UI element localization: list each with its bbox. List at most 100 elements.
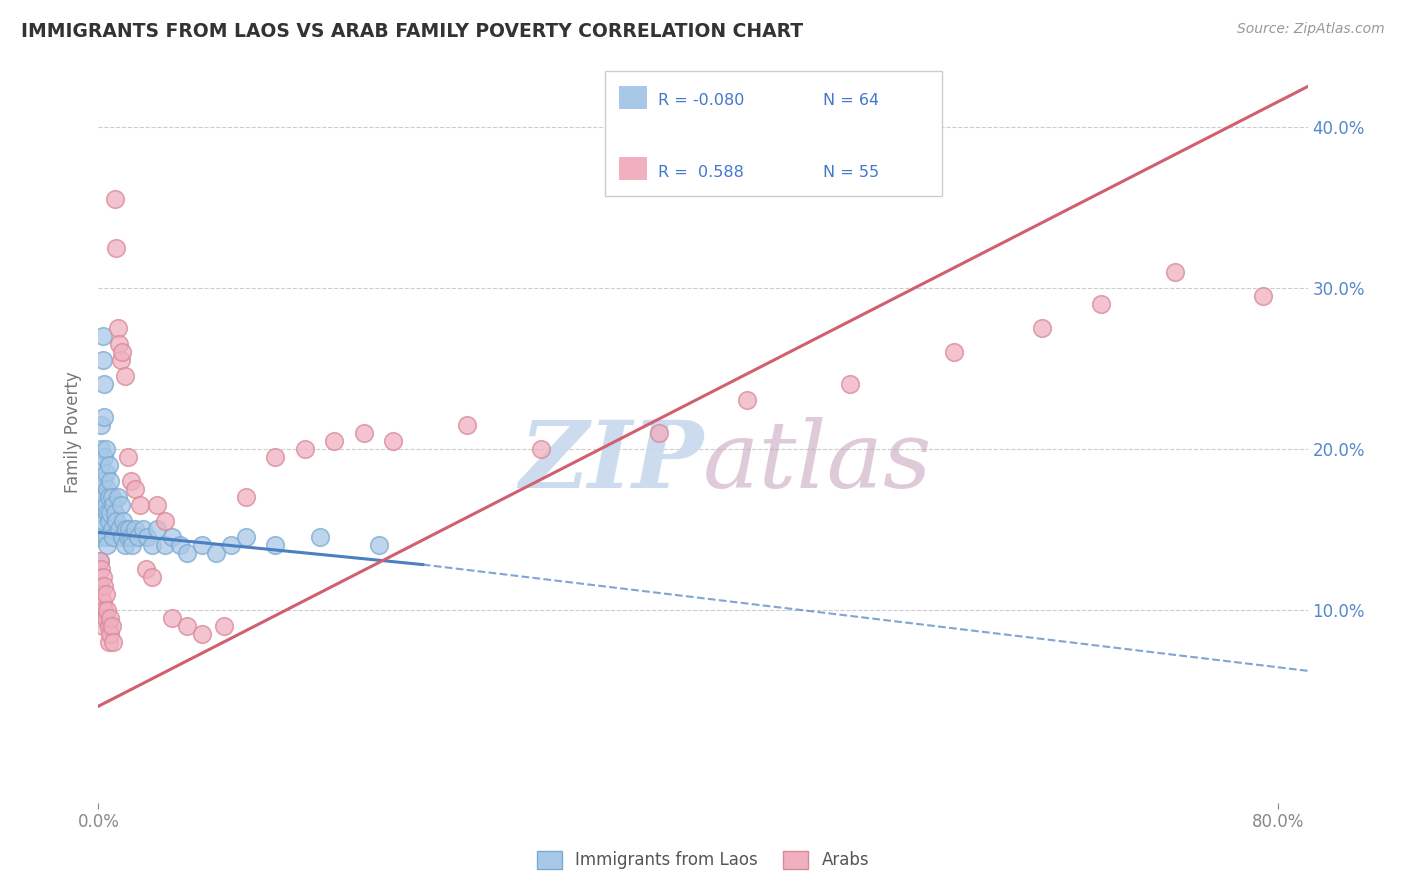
- Point: [323, 434, 346, 448]
- Point: [105, 240, 128, 255]
- Legend: Immigrants from Laos, Arabs: Immigrants from Laos, Arabs: [530, 844, 876, 876]
- Point: [90, 586, 112, 600]
- Point: [100, 522, 122, 536]
- Point: [90, 498, 112, 512]
- Point: [93, 409, 115, 424]
- Point: [96, 602, 118, 616]
- Point: [353, 425, 375, 440]
- Point: [456, 417, 478, 432]
- Point: [176, 619, 198, 633]
- Point: [294, 442, 316, 456]
- Point: [90, 442, 112, 456]
- Point: [124, 482, 146, 496]
- Point: [190, 538, 212, 552]
- Point: [98, 610, 121, 624]
- Point: [120, 530, 142, 544]
- Point: [219, 538, 242, 552]
- Point: [89, 554, 111, 568]
- Point: [735, 393, 758, 408]
- Point: [91, 514, 114, 528]
- Point: [127, 530, 149, 544]
- Point: [107, 490, 129, 504]
- Point: [94, 530, 117, 544]
- Point: [97, 635, 120, 649]
- Point: [235, 530, 257, 544]
- Text: R =  0.588: R = 0.588: [658, 165, 744, 179]
- Point: [146, 522, 169, 536]
- Point: [1031, 321, 1053, 335]
- Point: [98, 474, 121, 488]
- Point: [89, 578, 111, 592]
- Text: N = 55: N = 55: [823, 165, 879, 179]
- Point: [1253, 289, 1275, 303]
- Point: [108, 337, 131, 351]
- Point: [94, 610, 117, 624]
- Point: [112, 514, 135, 528]
- Point: [91, 353, 114, 368]
- Point: [176, 546, 198, 560]
- Text: atlas: atlas: [703, 417, 932, 508]
- Point: [91, 329, 114, 343]
- Point: [89, 482, 111, 496]
- Point: [90, 522, 112, 536]
- Point: [107, 321, 129, 335]
- Point: [1090, 297, 1112, 311]
- Point: [90, 562, 112, 576]
- Point: [530, 442, 553, 456]
- Point: [839, 377, 862, 392]
- Point: [141, 570, 163, 584]
- Point: [94, 498, 117, 512]
- Point: [117, 530, 139, 544]
- Point: [648, 425, 671, 440]
- Point: [89, 578, 111, 592]
- Point: [205, 546, 228, 560]
- Text: Source: ZipAtlas.com: Source: ZipAtlas.com: [1237, 22, 1385, 37]
- Point: [97, 458, 120, 472]
- Text: N = 64: N = 64: [823, 94, 879, 108]
- Point: [91, 594, 114, 608]
- Point: [153, 514, 176, 528]
- Point: [105, 514, 128, 528]
- Point: [91, 619, 114, 633]
- Point: [96, 506, 118, 520]
- Point: [141, 538, 163, 552]
- Point: [942, 345, 965, 359]
- Point: [1164, 265, 1187, 279]
- Point: [212, 619, 235, 633]
- Point: [101, 530, 124, 544]
- Point: [96, 482, 118, 496]
- Point: [90, 458, 112, 472]
- Text: R = -0.080: R = -0.080: [658, 94, 744, 108]
- Point: [115, 522, 138, 536]
- Point: [98, 627, 121, 641]
- Point: [94, 466, 117, 480]
- Point: [91, 474, 114, 488]
- Point: [308, 530, 330, 544]
- Point: [93, 490, 115, 504]
- Point: [108, 522, 131, 536]
- Point: [135, 562, 157, 576]
- Point: [367, 538, 389, 552]
- Point: [110, 353, 132, 368]
- Y-axis label: Family Poverty: Family Poverty: [65, 372, 83, 493]
- Point: [89, 602, 111, 616]
- Point: [89, 554, 111, 568]
- Point: [89, 506, 111, 520]
- Point: [94, 586, 117, 600]
- Point: [235, 490, 257, 504]
- Point: [128, 498, 150, 512]
- Point: [104, 192, 127, 206]
- Point: [131, 522, 153, 536]
- Point: [146, 498, 169, 512]
- Point: [104, 506, 127, 520]
- Point: [160, 610, 183, 624]
- Text: IMMIGRANTS FROM LAOS VS ARAB FAMILY POVERTY CORRELATION CHART: IMMIGRANTS FROM LAOS VS ARAB FAMILY POVE…: [21, 22, 803, 41]
- Point: [264, 538, 287, 552]
- Point: [160, 530, 183, 544]
- Point: [101, 635, 124, 649]
- Point: [90, 610, 112, 624]
- Point: [100, 619, 122, 633]
- Point: [93, 450, 115, 464]
- Point: [114, 538, 136, 552]
- Point: [153, 538, 176, 552]
